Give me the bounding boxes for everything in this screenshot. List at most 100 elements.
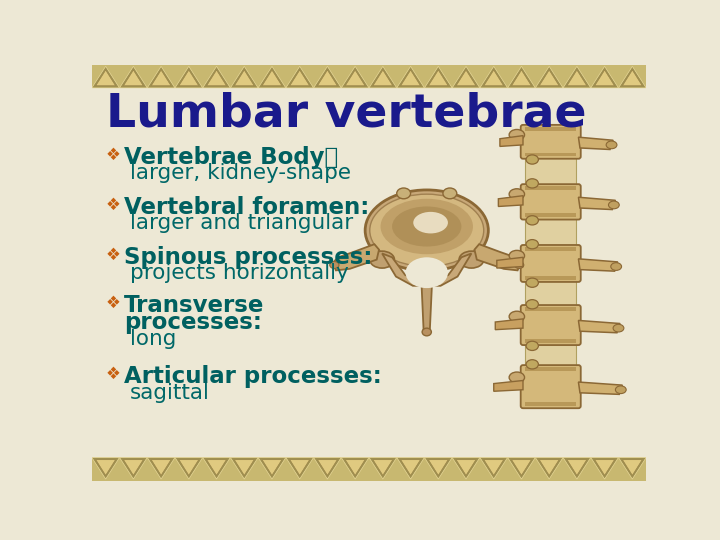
Text: Vertebrae Body：: Vertebrae Body： <box>124 146 338 168</box>
Ellipse shape <box>413 212 448 233</box>
Polygon shape <box>567 70 587 85</box>
Text: ❖: ❖ <box>106 146 120 164</box>
Polygon shape <box>120 457 148 479</box>
Polygon shape <box>421 280 432 332</box>
Polygon shape <box>484 70 503 85</box>
Polygon shape <box>623 460 642 475</box>
Polygon shape <box>333 244 379 271</box>
Polygon shape <box>175 457 203 479</box>
Polygon shape <box>318 460 337 475</box>
Ellipse shape <box>526 341 539 350</box>
Bar <box>526 247 576 251</box>
Polygon shape <box>346 70 365 85</box>
Polygon shape <box>563 457 590 479</box>
Text: larger, kidney-shape: larger, kidney-shape <box>130 164 351 184</box>
Polygon shape <box>618 457 647 479</box>
Polygon shape <box>151 460 171 475</box>
Polygon shape <box>179 70 199 85</box>
Polygon shape <box>96 460 115 475</box>
Polygon shape <box>373 460 392 475</box>
Ellipse shape <box>611 262 621 271</box>
Text: projects horizontally: projects horizontally <box>130 264 349 284</box>
Ellipse shape <box>526 278 539 287</box>
Text: Articular processes:: Articular processes: <box>124 365 382 388</box>
Bar <box>92 457 647 481</box>
Polygon shape <box>595 460 614 475</box>
FancyBboxPatch shape <box>521 184 581 220</box>
Ellipse shape <box>509 372 525 383</box>
Text: long: long <box>130 329 176 349</box>
Polygon shape <box>401 70 420 85</box>
Polygon shape <box>578 137 613 150</box>
Bar <box>526 153 576 157</box>
Polygon shape <box>578 259 618 271</box>
Polygon shape <box>590 66 618 88</box>
Ellipse shape <box>509 251 525 261</box>
Polygon shape <box>539 460 559 475</box>
Ellipse shape <box>526 215 539 225</box>
Polygon shape <box>286 457 314 479</box>
Polygon shape <box>124 70 143 85</box>
Ellipse shape <box>509 130 525 140</box>
Polygon shape <box>401 460 420 475</box>
FancyBboxPatch shape <box>521 365 581 408</box>
Polygon shape <box>480 66 508 88</box>
Ellipse shape <box>509 189 525 200</box>
Text: ❖: ❖ <box>106 294 120 312</box>
Polygon shape <box>497 257 523 268</box>
Ellipse shape <box>459 251 484 268</box>
Polygon shape <box>452 457 480 479</box>
Polygon shape <box>175 66 203 88</box>
Text: Spinous processes:: Spinous processes: <box>124 246 372 269</box>
Polygon shape <box>230 66 258 88</box>
Polygon shape <box>474 244 521 271</box>
Polygon shape <box>595 70 614 85</box>
Polygon shape <box>203 457 230 479</box>
Polygon shape <box>567 460 587 475</box>
Polygon shape <box>148 457 175 479</box>
Text: Lumbar vertebrae: Lumbar vertebrae <box>106 92 586 137</box>
Polygon shape <box>369 66 397 88</box>
Polygon shape <box>341 457 369 479</box>
Bar <box>526 213 576 217</box>
Bar <box>526 367 576 372</box>
Polygon shape <box>484 460 503 475</box>
Ellipse shape <box>370 194 484 267</box>
Polygon shape <box>480 457 508 479</box>
Polygon shape <box>382 253 472 286</box>
Polygon shape <box>151 70 171 85</box>
Polygon shape <box>92 457 120 479</box>
Text: larger and triangular: larger and triangular <box>130 213 354 233</box>
Polygon shape <box>314 457 341 479</box>
Polygon shape <box>563 66 590 88</box>
Polygon shape <box>290 70 310 85</box>
Polygon shape <box>258 457 286 479</box>
Polygon shape <box>230 457 258 479</box>
Polygon shape <box>92 66 120 88</box>
Polygon shape <box>452 66 480 88</box>
Polygon shape <box>623 70 642 85</box>
Polygon shape <box>578 320 620 333</box>
Polygon shape <box>512 70 531 85</box>
Polygon shape <box>647 66 674 88</box>
Polygon shape <box>500 136 523 146</box>
Ellipse shape <box>509 311 525 322</box>
Polygon shape <box>428 460 448 475</box>
Polygon shape <box>425 457 452 479</box>
Bar <box>526 127 576 131</box>
Ellipse shape <box>526 240 539 249</box>
Polygon shape <box>494 381 523 392</box>
Ellipse shape <box>606 141 617 148</box>
Polygon shape <box>508 457 535 479</box>
FancyBboxPatch shape <box>521 125 581 159</box>
Polygon shape <box>203 66 230 88</box>
Polygon shape <box>262 70 282 85</box>
Polygon shape <box>650 70 670 85</box>
Bar <box>526 307 576 311</box>
Text: ❖: ❖ <box>106 195 120 214</box>
Polygon shape <box>495 319 523 330</box>
Polygon shape <box>397 457 425 479</box>
Bar <box>526 402 576 406</box>
Polygon shape <box>148 66 175 88</box>
Polygon shape <box>286 66 314 88</box>
